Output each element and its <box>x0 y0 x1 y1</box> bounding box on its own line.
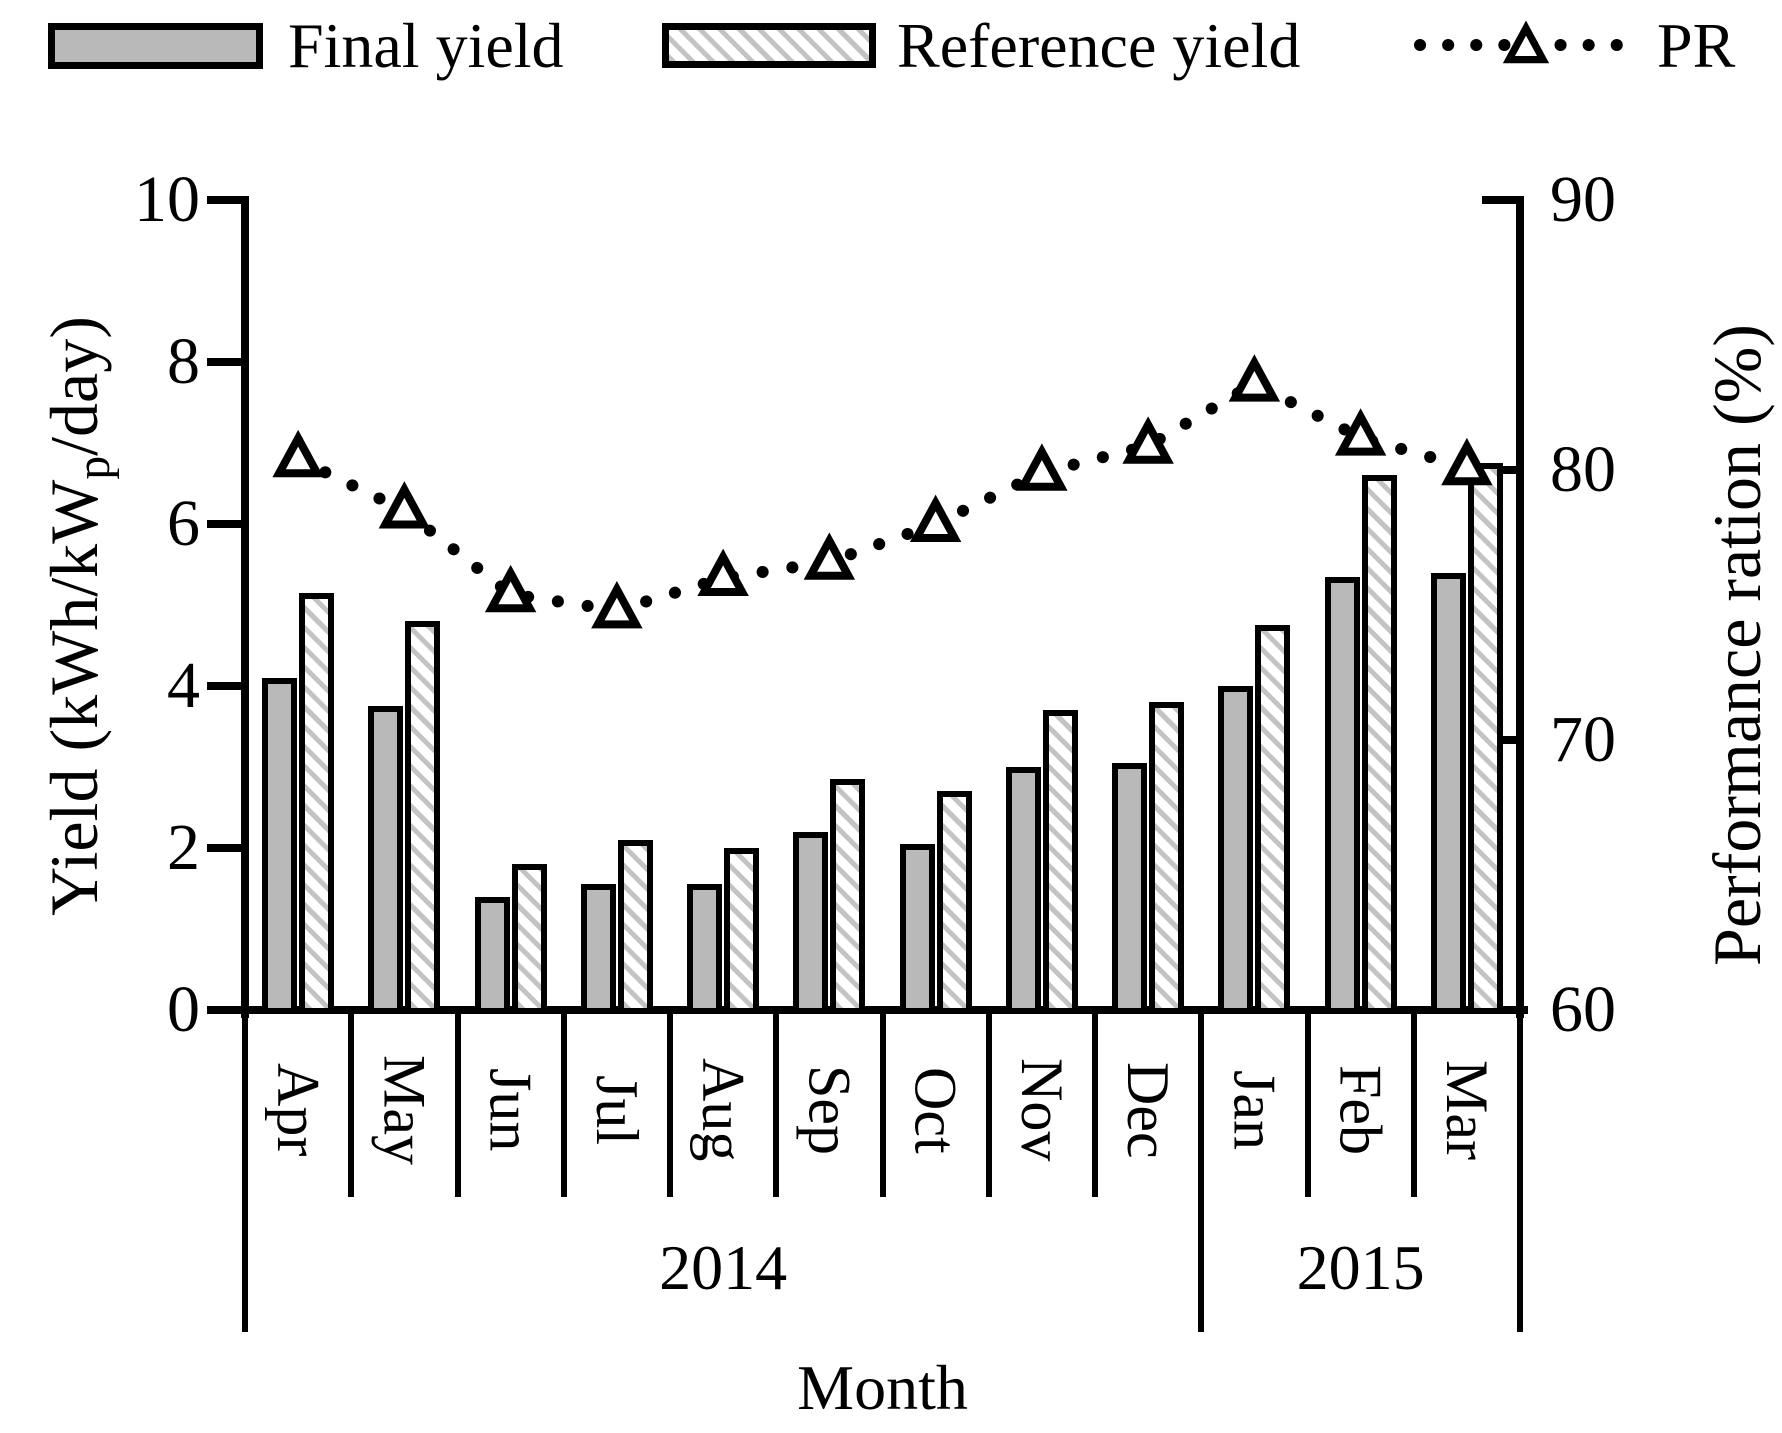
left-axis-title-subscript: p <box>67 455 120 480</box>
pr-dotted-line <box>292 376 1473 617</box>
pr-marker-aug <box>697 548 749 596</box>
pr-marker-jan <box>1228 354 1281 402</box>
pr-marker-oct <box>909 494 962 542</box>
legend-reference-label: Reference yield <box>897 10 1301 81</box>
left-axis-tick <box>207 682 241 690</box>
pr-marker-may <box>378 481 431 529</box>
pr-marker-feb <box>1334 408 1387 456</box>
month-separator <box>879 1006 886 1197</box>
left-axis-tick <box>207 1006 241 1014</box>
left-axis-tick-label: 8 <box>167 325 200 398</box>
x-tick-label-oct: Oct <box>902 1066 969 1154</box>
year-separator <box>1517 1006 1523 1332</box>
x-tick-label-may: May <box>371 1055 438 1165</box>
month-separator <box>773 1006 780 1197</box>
legend-final-label: Final yield <box>288 10 564 81</box>
pr-marker-dec <box>1122 416 1174 464</box>
left-axis-tick-label: 2 <box>167 811 200 884</box>
month-separator <box>454 1006 461 1197</box>
bar-final-aug <box>687 884 723 1014</box>
pr-marker-nov <box>1016 443 1068 491</box>
left-axis-tick <box>207 358 241 366</box>
x-tick-label-dec: Dec <box>1115 1061 1182 1159</box>
month-separator <box>560 1006 567 1197</box>
x-tick-label-sep: Sep <box>796 1065 863 1155</box>
bar-final-jun <box>474 896 510 1014</box>
year-separator <box>1198 1006 1205 1332</box>
x-tick-label-jun: Jun <box>477 1068 544 1152</box>
x-tick-label-aug: Aug <box>690 1058 757 1162</box>
pr-marker-jun <box>484 564 537 613</box>
month-separator <box>667 1006 673 1197</box>
bar-reference-dec <box>1149 702 1185 1014</box>
left-axis-tick-label: 4 <box>167 649 200 722</box>
left-axis-tick-label: 10 <box>134 163 200 236</box>
bar-reference-aug <box>724 848 760 1014</box>
year-separator <box>242 1006 248 1332</box>
bar-final-feb <box>1324 576 1360 1014</box>
right-axis-title: Performance ration (%) <box>1699 324 1775 966</box>
left-axis-tick <box>207 520 241 528</box>
bar-final-jan <box>1218 686 1254 1014</box>
bar-reference-apr <box>299 592 335 1014</box>
month-separator <box>985 1006 992 1197</box>
bar-final-sep <box>793 831 829 1014</box>
x-tick-label-apr: Apr <box>265 1063 332 1157</box>
x-tick-label-feb: Feb <box>1327 1065 1394 1155</box>
left-axis-spine <box>241 196 249 1018</box>
legend-final-swatch <box>48 23 263 69</box>
pr-marker-sep <box>803 532 856 580</box>
bar-reference-sep <box>830 779 866 1014</box>
x-tick-label-mar: Mar <box>1433 1060 1500 1160</box>
pr-marker-jul <box>591 581 643 629</box>
bar-final-oct <box>899 843 935 1014</box>
month-separator <box>1304 1006 1311 1197</box>
bar-final-dec <box>1112 762 1148 1014</box>
bar-reference-jul <box>617 839 653 1014</box>
left-axis-tick-label: 6 <box>167 487 200 560</box>
x-axis-title: Month <box>797 1352 968 1423</box>
left-axis-tick-label: 0 <box>167 973 200 1046</box>
left-axis-title: Yield (kWh/kWp/day) <box>36 166 120 1066</box>
right-axis-tick-label: 70 <box>1550 703 1616 776</box>
bar-final-apr <box>262 677 298 1014</box>
right-axis-spine <box>1516 196 1524 1018</box>
year-label-2014: 2014 <box>659 1232 788 1303</box>
x-tick-label-nov: Nov <box>1008 1058 1075 1162</box>
bar-final-jul <box>580 884 616 1014</box>
right-axis-tick-label: 80 <box>1550 433 1616 506</box>
bar-final-mar <box>1430 572 1466 1014</box>
right-axis-tick <box>1482 196 1516 204</box>
bar-reference-nov <box>1042 710 1078 1014</box>
left-axis-tick <box>207 196 241 204</box>
month-separator <box>1092 1006 1098 1197</box>
pr-marker-apr <box>272 429 324 478</box>
left-axis-tick <box>207 844 241 852</box>
bar-final-may <box>368 706 404 1014</box>
right-axis-tick-label: 60 <box>1550 973 1616 1046</box>
bar-reference-may <box>405 621 441 1014</box>
bar-reference-jan <box>1255 625 1291 1014</box>
bar-final-nov <box>1005 767 1041 1014</box>
x-tick-label-jul: Jul <box>583 1074 650 1146</box>
x-tick-label-jan: Jan <box>1221 1070 1288 1150</box>
year-label-2015: 2015 <box>1296 1232 1425 1303</box>
legend-reference-swatch <box>662 23 876 68</box>
month-separator <box>348 1006 355 1197</box>
right-axis-tick-label: 90 <box>1550 163 1616 236</box>
bar-reference-oct <box>936 791 972 1014</box>
legend-pr-marker-sample <box>1502 20 1550 64</box>
bar-reference-mar <box>1467 463 1503 1014</box>
x-axis-line <box>207 1006 1528 1014</box>
bar-reference-feb <box>1361 475 1397 1014</box>
bar-reference-jun <box>511 864 547 1014</box>
month-separator <box>1410 1006 1417 1197</box>
legend-pr-label: PR <box>1657 10 1736 81</box>
